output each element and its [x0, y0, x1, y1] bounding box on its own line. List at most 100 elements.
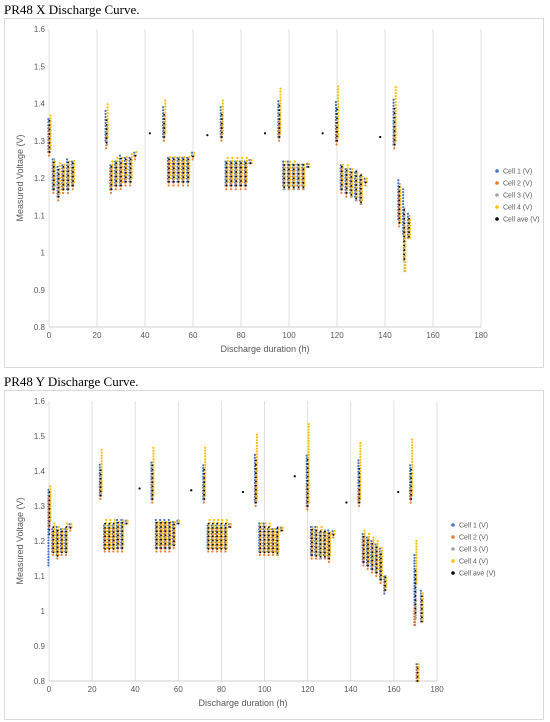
- data-point: [329, 542, 332, 545]
- data-point: [403, 219, 406, 222]
- data-point: [253, 456, 257, 459]
- data-point: [324, 551, 326, 554]
- data-point: [336, 113, 338, 115]
- data-point: [172, 546, 175, 550]
- data-point: [110, 174, 113, 177]
- data-point: [375, 574, 378, 578]
- data-point: [69, 526, 72, 529]
- data-point: [49, 485, 52, 488]
- data-point: [409, 501, 412, 504]
- data-point: [350, 171, 353, 174]
- data-point: [182, 167, 185, 170]
- data-point: [319, 551, 322, 554]
- data-point: [65, 530, 68, 533]
- data-point: [359, 455, 362, 459]
- data-point: [106, 121, 109, 124]
- data-point: [230, 175, 233, 178]
- data-point: [404, 246, 407, 249]
- data-point: [49, 518, 52, 522]
- data-point: [408, 222, 410, 225]
- data-point: [415, 539, 418, 543]
- data-point: [117, 526, 119, 528]
- data-point: [53, 181, 56, 184]
- data-point: [151, 493, 154, 496]
- data-point: [415, 559, 418, 562]
- data-point: [104, 112, 107, 116]
- data-point: [259, 534, 262, 537]
- data-point: [106, 109, 109, 112]
- data-point: [192, 155, 194, 158]
- data-point: [164, 102, 167, 105]
- data-point: [351, 173, 354, 177]
- data-point: [47, 488, 50, 491]
- data-point: [292, 168, 295, 171]
- data-point: [168, 173, 172, 177]
- data-point: [380, 570, 382, 572]
- data-point: [220, 526, 223, 529]
- data-point: [72, 159, 76, 162]
- data-point: [120, 166, 122, 169]
- data-point: [259, 547, 262, 550]
- data-point: [276, 527, 279, 529]
- data-point: [116, 177, 119, 180]
- data-point: [100, 457, 103, 460]
- data-point: [113, 524, 116, 527]
- data-point: [340, 191, 343, 194]
- data-point: [100, 465, 103, 468]
- data-point: [393, 130, 396, 132]
- data-point: [398, 194, 401, 197]
- data-point: [239, 188, 242, 191]
- data-point: [68, 163, 71, 166]
- data-point: [164, 542, 167, 545]
- data-point: [408, 231, 410, 234]
- data-point: [264, 528, 267, 531]
- data-point: [61, 530, 63, 533]
- data-point: [255, 486, 259, 489]
- data-point: [177, 180, 180, 183]
- data-point: [173, 540, 175, 543]
- data-point: [336, 94, 340, 97]
- data-point: [48, 528, 51, 531]
- data-point: [327, 560, 330, 564]
- data-point: [104, 531, 106, 533]
- data-point: [58, 164, 61, 168]
- data-point: [380, 549, 384, 552]
- data-point: [240, 184, 242, 187]
- data-point: [183, 164, 186, 168]
- data-point: [392, 98, 395, 101]
- data-point: [104, 115, 107, 119]
- data-point: [358, 468, 361, 470]
- data-point: [421, 608, 423, 610]
- data-point: [277, 542, 280, 545]
- data-point: [173, 173, 176, 177]
- data-point: [264, 536, 267, 539]
- data-point: [409, 475, 412, 478]
- x-tick-label: 20: [93, 331, 102, 340]
- data-point: [52, 547, 55, 550]
- data-point: [411, 458, 414, 461]
- data-point: [397, 490, 400, 494]
- data-point: [394, 136, 397, 139]
- data-point: [203, 481, 206, 484]
- data-point: [240, 166, 242, 169]
- data-point: [411, 444, 414, 447]
- data-point: [204, 446, 207, 449]
- data-point: [192, 151, 196, 154]
- data-point: [249, 162, 252, 165]
- data-point: [187, 176, 190, 179]
- data-point: [221, 99, 224, 102]
- data-point: [394, 94, 397, 98]
- data-point: [367, 539, 369, 542]
- data-point: [410, 477, 413, 479]
- data-point: [315, 538, 318, 540]
- data-point: [403, 222, 406, 225]
- data-point: [276, 543, 279, 546]
- data-point: [69, 529, 72, 532]
- data-point: [324, 537, 327, 540]
- data-point: [58, 179, 61, 183]
- x-tick-label: 160: [426, 331, 440, 340]
- data-point: [165, 532, 168, 535]
- data-point: [57, 182, 60, 185]
- data-point: [393, 134, 396, 137]
- data-point: [177, 162, 180, 165]
